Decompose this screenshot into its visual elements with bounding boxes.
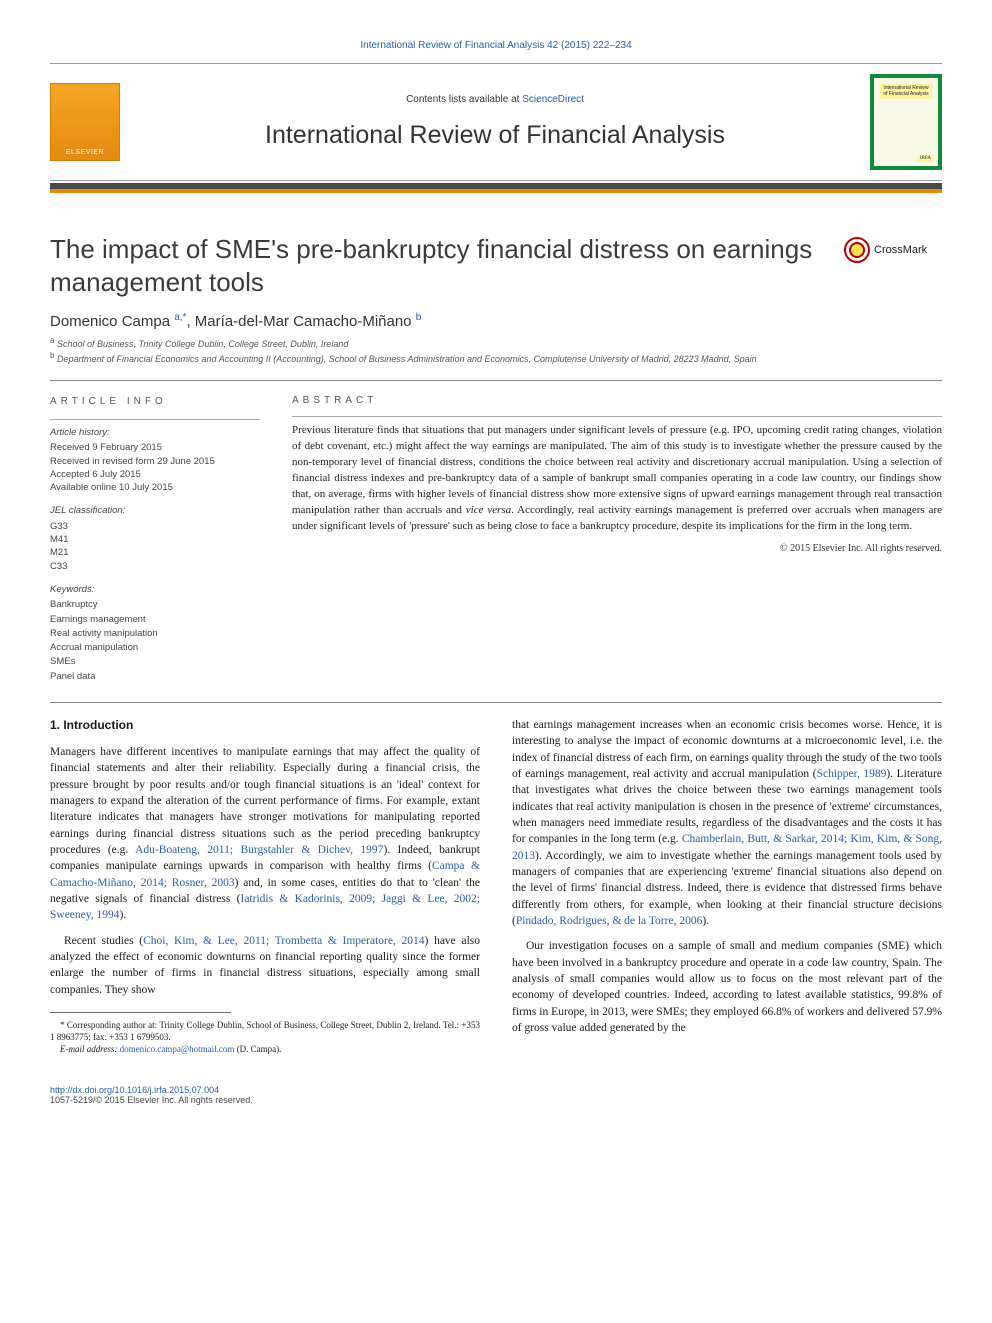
cover-tag: IRFA [917,155,934,162]
publisher-logo-text: ELSEVIER [66,149,104,156]
body-paragraph: Our investigation focuses on a sample of… [512,938,942,1036]
section-heading: 1. Introduction [50,717,480,734]
section-rule [50,702,942,703]
article-info-column: ARTICLE INFO Article history: Received 9… [50,395,260,684]
sciencedirect-link[interactable]: ScienceDirect [522,94,584,105]
sciencedirect-line: Contents lists available at ScienceDirec… [134,94,856,105]
affiliation: a School of Business, Trinity College Du… [50,336,942,349]
abstract-copyright: © 2015 Elsevier Inc. All rights reserved… [292,543,942,554]
crossmark-icon [844,237,870,263]
authors-line: Domenico Campa a,*, María-del-Mar Camach… [50,312,942,330]
article-title: The impact of SME's pre-bankruptcy finan… [50,233,824,298]
history-label: Article history: [50,426,260,439]
body-paragraph: Managers have different incentives to ma… [50,744,480,924]
history-item: Accepted 6 July 2015 [50,468,260,481]
keyword: Panel data [50,670,260,683]
citation-link[interactable]: Chamberlain, Butt, & Sarkar, 2014; Kim, … [512,833,942,861]
journal-name: International Review of Financial Analys… [134,121,856,150]
keyword: Earnings management [50,613,260,626]
jel-code: M21 [50,546,260,559]
body-column-left: 1. Introduction Managers have different … [50,717,480,1055]
abstract-text: Previous literature finds that situation… [292,423,942,535]
history-item: Received 9 February 2015 [50,441,260,454]
body-two-column: 1. Introduction Managers have different … [50,717,942,1055]
article-info-heading: ARTICLE INFO [50,395,260,409]
history-item: Available online 10 July 2015 [50,481,260,494]
keyword: Bankruptcy [50,598,260,611]
citation-link[interactable]: Choi, Kim, & Lee, 2011; Trombetta & Impe… [143,935,424,947]
citation-link[interactable]: Campa & Camacho-Miñano, 2014; Rosner, 20… [50,860,480,888]
body-column-right: that earnings management increases when … [512,717,942,1055]
journal-citation-header: International Review of Financial Analys… [50,40,942,51]
email-footnote: E-mail address: domenico.campa@hotmail.c… [50,1043,480,1055]
footnote-separator [50,1012,231,1013]
keyword: Real activity manipulation [50,627,260,640]
mini-rule [292,416,942,417]
mini-rule [50,419,260,420]
history-item: Received in revised form 29 June 2015 [50,455,260,468]
body-paragraph: that earnings management increases when … [512,717,942,929]
citation-link[interactable]: Iatridis & Kadorinis, 2009; Jaggi & Lee,… [50,893,480,921]
citation-link[interactable]: Pindado, Rodrigues, & de la Torre, 2006 [516,915,702,927]
keyword: SMEs [50,655,260,668]
header-center: Contents lists available at ScienceDirec… [134,94,856,150]
crossmark-label: CrossMark [874,244,927,256]
sd-prefix: Contents lists available at [406,94,522,105]
abstract-heading: ABSTRACT [292,395,942,406]
keyword: Accrual manipulation [50,641,260,654]
corresponding-author-footnote: * Corresponding author at: Trinity Colle… [50,1019,480,1043]
email-label: E-mail address: [60,1044,120,1054]
jel-code: M41 [50,533,260,546]
body-paragraph: Recent studies (Choi, Kim, & Lee, 2011; … [50,933,480,998]
page-footer: http://dx.doi.org/10.1016/j.irfa.2015.07… [50,1085,942,1105]
jel-code: G33 [50,520,260,533]
abstract-column: ABSTRACT Previous literature finds that … [292,395,942,684]
cover-title: International Review of Financial Analys… [880,84,932,99]
email-suffix: (D. Campa). [234,1044,281,1054]
doi-link[interactable]: http://dx.doi.org/10.1016/j.irfa.2015.07… [50,1085,219,1095]
journal-header: ELSEVIER Contents lists available at Sci… [50,63,942,181]
jel-label: JEL classification: [50,504,260,517]
jel-code: C33 [50,560,260,573]
journal-cover-thumbnail: International Review of Financial Analys… [870,74,942,170]
citation-link[interactable]: Adu-Boateng, 2011; Burgstahler & Dichev,… [135,844,383,856]
accent-bar [50,183,942,193]
section-rule [50,380,942,381]
citation-link[interactable]: Schipper, 1989 [817,768,887,780]
affiliation: b Department of Financial Economics and … [50,351,942,364]
author-email-link[interactable]: domenico.campa@hotmail.com [120,1044,235,1054]
publisher-logo: ELSEVIER [50,83,120,161]
citation-link[interactable]: International Review of Financial Analys… [360,40,631,51]
keywords-label: Keywords: [50,583,260,596]
issn-copyright: 1057-5219/© 2015 Elsevier Inc. All right… [50,1095,942,1105]
crossmark-badge[interactable]: CrossMark [844,237,942,263]
